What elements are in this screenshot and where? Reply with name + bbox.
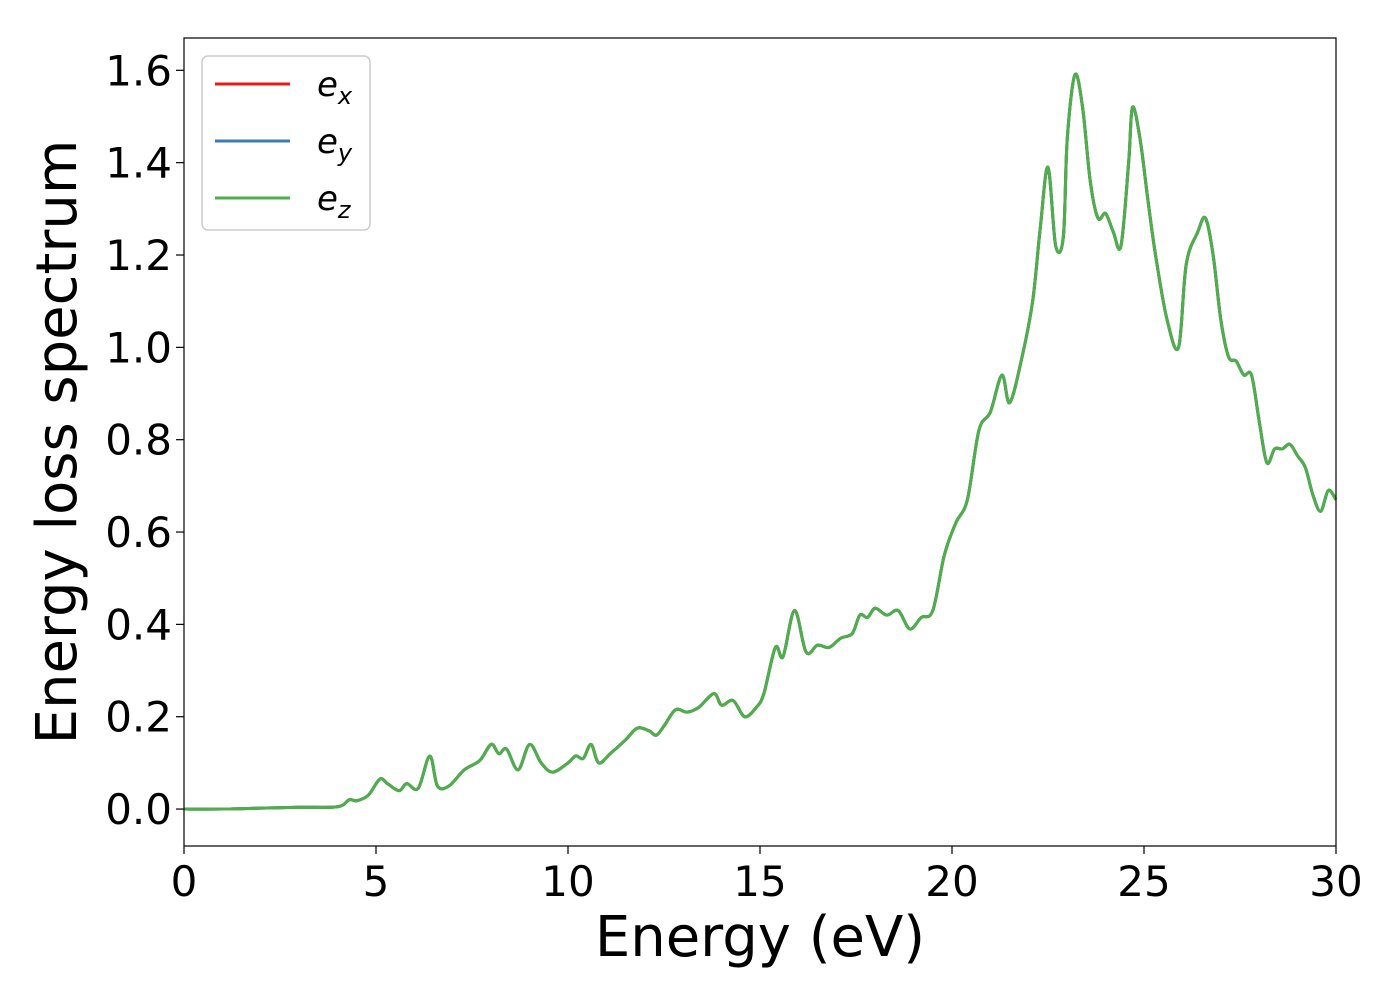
- y-tick-label: 0.6: [105, 508, 172, 557]
- y-axis-ticks: 0.0 0.2 0.4 0.6 0.8 1.0 1.2 1.4 1.6: [105, 46, 184, 834]
- y-tick-label: 1.4: [105, 139, 172, 188]
- x-tick-label: 10: [541, 857, 594, 906]
- x-tick-label: 25: [1117, 857, 1170, 906]
- x-tick-label: 0: [171, 857, 198, 906]
- x-tick-label: 15: [733, 857, 786, 906]
- x-axis-ticks: 0 5 10 15 20 25 30: [171, 846, 1363, 906]
- y-tick-label: 1.2: [105, 231, 172, 280]
- y-tick-label: 1.0: [105, 323, 172, 372]
- legend-box: [201, 55, 371, 231]
- x-tick-label: 30: [1309, 857, 1362, 906]
- y-tick-label: 0.0: [105, 785, 172, 834]
- x-tick-label: 5: [363, 857, 390, 906]
- y-tick-label: 0.2: [105, 693, 172, 742]
- series-line-e-z: [183, 72, 1338, 811]
- y-axis-title: Energy loss spectrum: [25, 140, 90, 745]
- y-tick-label: 1.6: [105, 46, 172, 95]
- x-tick-label: 20: [925, 857, 978, 906]
- y-tick-label: 0.4: [105, 600, 172, 649]
- x-axis-title: Energy (eV): [595, 905, 925, 970]
- series-layer: [183, 72, 1338, 811]
- y-tick-label: 0.8: [105, 416, 172, 465]
- legend-label-e-y: ey: [317, 122, 353, 167]
